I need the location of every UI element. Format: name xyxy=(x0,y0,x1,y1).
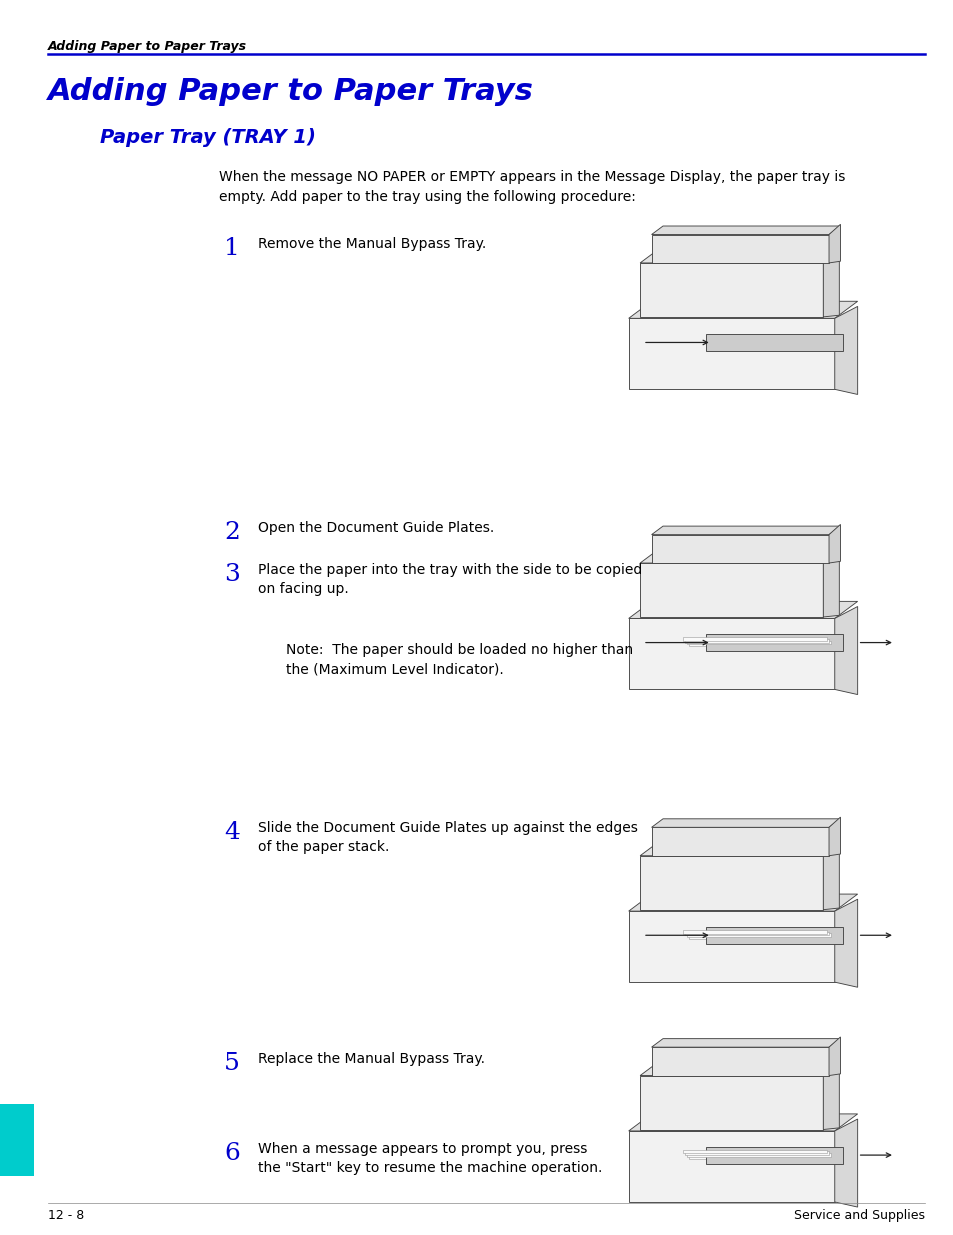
Bar xyxy=(639,263,822,317)
Bar xyxy=(651,827,828,856)
Text: Paper Tray (TRAY 1): Paper Tray (TRAY 1) xyxy=(100,128,315,147)
Bar xyxy=(682,1150,826,1153)
Text: Slide the Document Guide Plates up against the edges
of the paper stack.: Slide the Document Guide Plates up again… xyxy=(257,821,637,855)
Polygon shape xyxy=(822,550,839,618)
Bar xyxy=(705,333,842,351)
Text: Adding Paper to Paper Trays: Adding Paper to Paper Trays xyxy=(48,77,533,105)
Polygon shape xyxy=(628,1114,857,1131)
Text: 12 - 8: 12 - 8 xyxy=(48,1209,84,1223)
Bar xyxy=(0,1104,34,1176)
Bar xyxy=(688,642,832,646)
Bar xyxy=(628,1131,834,1202)
Text: When a message appears to prompt you, press
the "Start" key to resume the machin: When a message appears to prompt you, pr… xyxy=(257,1142,601,1176)
Polygon shape xyxy=(639,1063,839,1076)
Polygon shape xyxy=(639,844,839,856)
Text: 5: 5 xyxy=(224,1052,240,1076)
Bar xyxy=(651,235,828,263)
Bar xyxy=(682,637,826,641)
Polygon shape xyxy=(834,606,857,694)
Polygon shape xyxy=(828,225,840,263)
Text: Note:  The paper should be loaded no higher than
the (Maximum Level Indicator).: Note: The paper should be loaded no high… xyxy=(286,643,633,677)
Text: 2: 2 xyxy=(224,521,240,545)
Polygon shape xyxy=(651,1039,840,1047)
Polygon shape xyxy=(651,226,840,235)
Text: Remove the Manual Bypass Tray.: Remove the Manual Bypass Tray. xyxy=(257,237,485,251)
Polygon shape xyxy=(639,551,839,563)
Bar xyxy=(688,1155,832,1158)
Bar xyxy=(686,1153,830,1157)
Polygon shape xyxy=(822,249,839,317)
Polygon shape xyxy=(639,251,839,263)
Bar xyxy=(628,319,834,389)
Polygon shape xyxy=(822,842,839,910)
Polygon shape xyxy=(628,301,857,319)
Bar xyxy=(639,1076,822,1130)
Polygon shape xyxy=(828,818,840,856)
Polygon shape xyxy=(651,819,840,827)
Polygon shape xyxy=(828,1037,840,1076)
Text: 3: 3 xyxy=(224,563,240,587)
Polygon shape xyxy=(628,601,857,619)
Text: When the message NO PAPER or EMPTY appears in the Message Display, the paper tra: When the message NO PAPER or EMPTY appea… xyxy=(219,170,845,204)
Bar xyxy=(688,935,832,939)
Bar xyxy=(705,1146,842,1163)
Polygon shape xyxy=(828,525,840,563)
Polygon shape xyxy=(628,894,857,911)
Bar xyxy=(651,535,828,563)
Bar xyxy=(628,619,834,689)
Text: 1: 1 xyxy=(224,237,240,261)
Bar xyxy=(684,931,828,935)
Bar xyxy=(682,930,826,934)
Polygon shape xyxy=(834,1119,857,1207)
Text: Replace the Manual Bypass Tray.: Replace the Manual Bypass Tray. xyxy=(257,1052,484,1066)
Polygon shape xyxy=(822,1062,839,1130)
Bar xyxy=(684,638,828,642)
Text: Place the paper into the tray with the side to be copied
on facing up.: Place the paper into the tray with the s… xyxy=(257,563,641,597)
Polygon shape xyxy=(651,526,840,535)
Bar xyxy=(686,934,830,937)
Bar xyxy=(639,856,822,910)
Bar xyxy=(705,634,842,651)
Text: 6: 6 xyxy=(224,1142,240,1166)
Bar xyxy=(628,911,834,982)
Bar xyxy=(639,563,822,618)
Polygon shape xyxy=(834,306,857,394)
Bar xyxy=(686,641,830,645)
Text: 4: 4 xyxy=(224,821,240,845)
Bar xyxy=(684,1151,828,1155)
Bar xyxy=(705,926,842,944)
Text: Service and Supplies: Service and Supplies xyxy=(794,1209,924,1223)
Text: Open the Document Guide Plates.: Open the Document Guide Plates. xyxy=(257,521,494,535)
Bar xyxy=(651,1047,828,1076)
Polygon shape xyxy=(834,899,857,987)
Text: Adding Paper to Paper Trays: Adding Paper to Paper Trays xyxy=(48,40,247,53)
